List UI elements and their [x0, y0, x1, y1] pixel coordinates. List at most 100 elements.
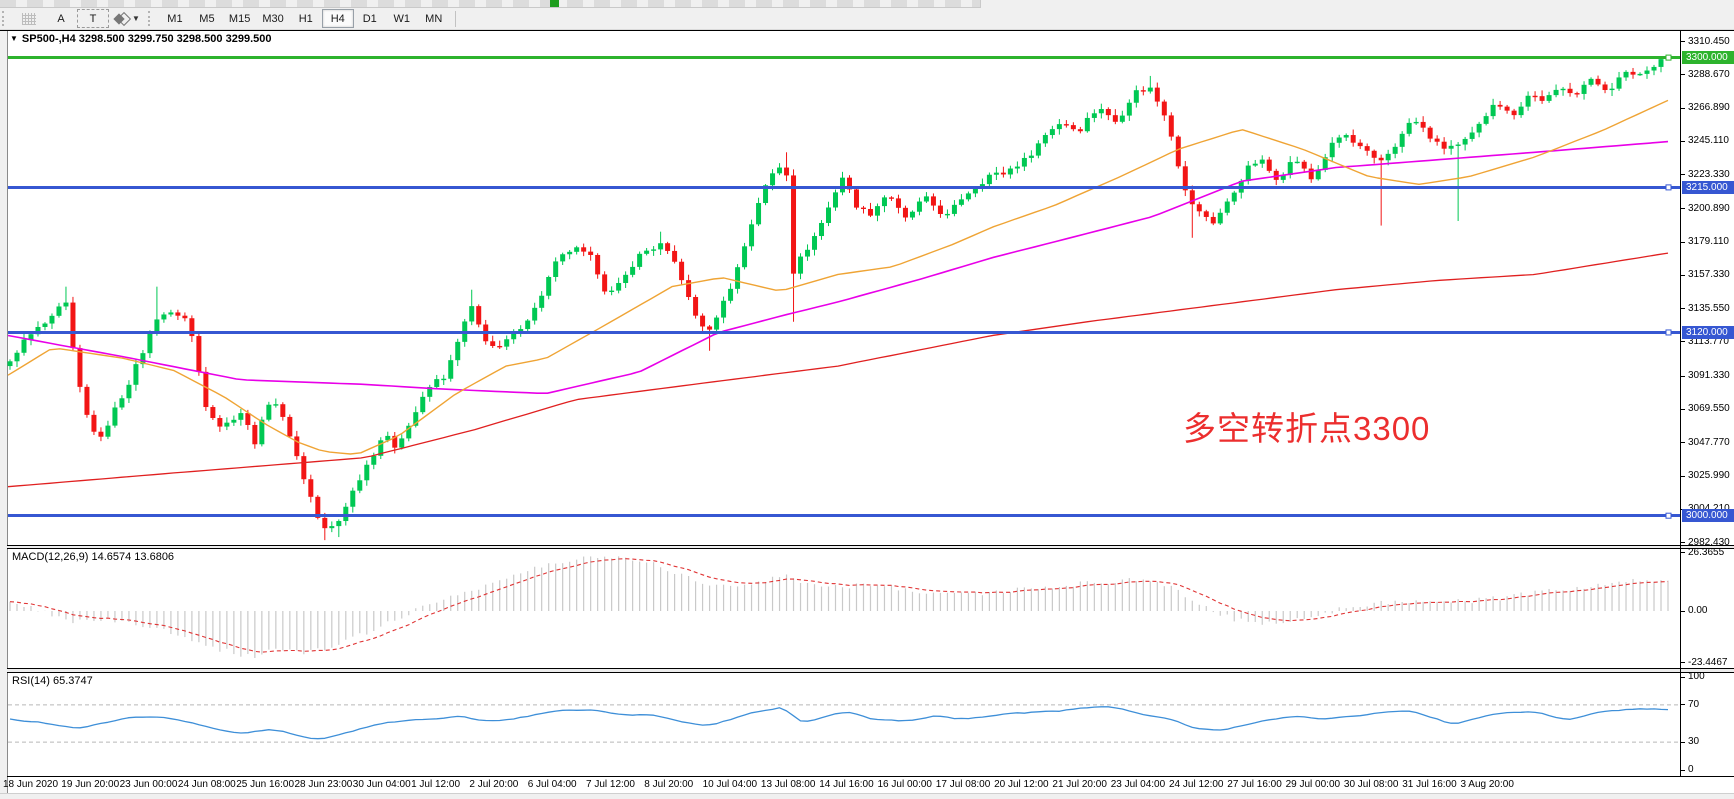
time-axis-label: 28 Jun 23:00: [294, 779, 353, 790]
time-axis-label: 25 Jun 16:00: [236, 779, 295, 790]
time-axis-label: 3 Aug 20:00: [1460, 779, 1514, 790]
rsi-axis-label: 30: [1688, 736, 1700, 748]
time-axis-label: 19 Jun 20:00: [61, 779, 120, 790]
time-axis-label: 2 Jul 20:00: [469, 779, 519, 790]
macd-axis-tick: [1681, 552, 1685, 554]
time-axis-label: 7 Jul 12:00: [586, 779, 635, 790]
time-axis-label: 29 Jul 00:00: [1285, 779, 1341, 790]
rsi-axis-label: 0: [1688, 764, 1694, 775]
price-axis-label: 3200.890: [1688, 202, 1730, 214]
price-axis-label: 3179.110: [1688, 236, 1729, 248]
time-axis-label: 6 Jul 04:00: [527, 779, 577, 790]
collapse-triangle-icon[interactable]: ▼: [10, 34, 18, 43]
time-axis-label: 1 Jul 12:00: [411, 779, 461, 790]
time-axis-label: 14 Jul 16:00: [819, 779, 874, 790]
shapes-menu-button[interactable]: ▼: [109, 9, 146, 28]
text-label-button[interactable]: A: [57, 12, 65, 25]
price-axis-label: 3135.550: [1688, 302, 1730, 314]
time-axis-label: 10 Jul 04:00: [702, 779, 758, 790]
price-axis-label: 3025.990: [1688, 470, 1730, 481]
price-axis-label: 2982.430: [1688, 536, 1730, 548]
price-axis-tick: [1681, 140, 1685, 142]
time-axis-label: 20 Jul 12:00: [994, 779, 1049, 790]
timeframe-button-h4[interactable]: H4: [321, 9, 354, 28]
price-axis-label: 3266.890: [1688, 102, 1730, 114]
price-axis-tick: [1681, 107, 1685, 109]
timeframe-button-m15[interactable]: M15: [228, 12, 251, 25]
toolbar-grip[interactable]: [147, 11, 156, 26]
time-axis-label: 17 Jul 08:00: [935, 779, 991, 790]
timeframe-button-w1[interactable]: W1: [393, 12, 410, 25]
chart-window-left-border: [0, 30, 8, 799]
time-axis-label: 23 Jun 00:00: [119, 779, 178, 790]
chart-title: ▼ SP500-,H4 3298.500 3299.750 3298.500 32…: [10, 33, 271, 45]
grid-icon: [22, 12, 36, 25]
price-axis-tick: [1681, 542, 1685, 544]
price-axis-tick: [1681, 41, 1685, 43]
price-axis-label: 3047.770: [1688, 436, 1730, 448]
rsi-axis-tick: [1681, 676, 1685, 678]
price-axis-tick: [1681, 274, 1685, 276]
price-axis-label: 3004.210: [1688, 503, 1730, 514]
timeframe-button-m5[interactable]: M5: [199, 12, 215, 25]
rsi-axis-label: 100: [1688, 671, 1705, 682]
time-axis-label: 24 Jul 12:00: [1169, 779, 1224, 790]
macd-indicator-label: MACD(12,26,9) 14.6574 13.6806: [12, 551, 175, 563]
chart-text-annotation[interactable]: 多空转折点3300: [1183, 410, 1431, 447]
toolbar-grip[interactable]: [2, 11, 10, 26]
grid-icon-button[interactable]: [13, 9, 45, 28]
price-axis-label: 3310.450: [1688, 35, 1730, 47]
rsi-axis-label: 70: [1688, 698, 1700, 710]
time-axis-label: 23 Jul 04:00: [1110, 779, 1166, 790]
time-axis-label: 31 Jul 16:00: [1402, 779, 1457, 790]
rsi-axis-tick: [1681, 741, 1685, 743]
price-axis-label: 3091.330: [1688, 370, 1730, 382]
price-axis-tick: [1681, 308, 1685, 310]
price-axis-tick: [1681, 341, 1685, 343]
price-axis-tick: [1681, 174, 1685, 176]
timeframe-button-m1[interactable]: M1: [167, 12, 183, 25]
price-axis-label: 3069.550: [1688, 403, 1730, 415]
price-axis-label: 3288.670: [1688, 68, 1730, 80]
price-axis-tick: [1681, 375, 1685, 377]
timeframe-button-d1[interactable]: D1: [362, 12, 377, 25]
text-box-button[interactable]: T: [77, 9, 109, 28]
bottom-strip: [0, 793, 1734, 799]
price-axis-label: 3113.770: [1688, 335, 1729, 347]
price-axis-tick: [1681, 241, 1685, 243]
time-axis-label: 13 Jul 08:00: [760, 779, 816, 790]
price-level-badge: 3120.000: [1682, 325, 1734, 339]
time-axis-label: 16 Jul 00:00: [877, 779, 933, 790]
timeframe-button-group: M1 M5 M15 M30 H1 H4 D1 W1 MN: [159, 9, 450, 28]
macd-axis-label: -23.4467: [1688, 656, 1728, 668]
price-axis-label: 3245.110: [1688, 135, 1729, 147]
time-axis-label: 30 Jun 04:00: [352, 779, 411, 790]
price-axis-tick: [1681, 475, 1685, 477]
time-axis-label: 18 Jun 2020: [3, 779, 59, 790]
macd-axis-label: 26.3655: [1688, 546, 1725, 558]
rsi-indicator-label: RSI(14) 65.3747: [12, 675, 93, 687]
time-axis-label: 24 Jun 08:00: [177, 779, 236, 790]
macd-axis-label: 0.00: [1688, 605, 1708, 616]
rsi-axis-tick: [1681, 769, 1685, 771]
time-axis-label: 8 Jul 20:00: [644, 779, 694, 790]
timeframe-button-h1[interactable]: H1: [298, 12, 313, 25]
price-level-badge: 3000.000: [1682, 509, 1734, 523]
time-axis-label: 21 Jul 20:00: [1052, 779, 1107, 790]
timeframe-button-m30[interactable]: M30: [262, 12, 284, 25]
chart-title-text: SP500-,H4 3298.500 3299.750 3298.500 329…: [21, 33, 272, 45]
price-level-badge: 3300.000: [1682, 51, 1734, 65]
top-toolbar-partial: [0, 0, 981, 8]
price-axis-tick: [1681, 408, 1685, 410]
macd-axis-tick: [1681, 662, 1685, 664]
toolbar-separator: [454, 10, 456, 27]
price-axis-tick: [1681, 442, 1685, 444]
time-axis-label: 27 Jul 16:00: [1227, 779, 1282, 790]
timeframe-button-mn[interactable]: MN: [425, 12, 443, 25]
price-axis-tick: [1681, 208, 1685, 210]
macd-axis-tick: [1681, 610, 1685, 612]
